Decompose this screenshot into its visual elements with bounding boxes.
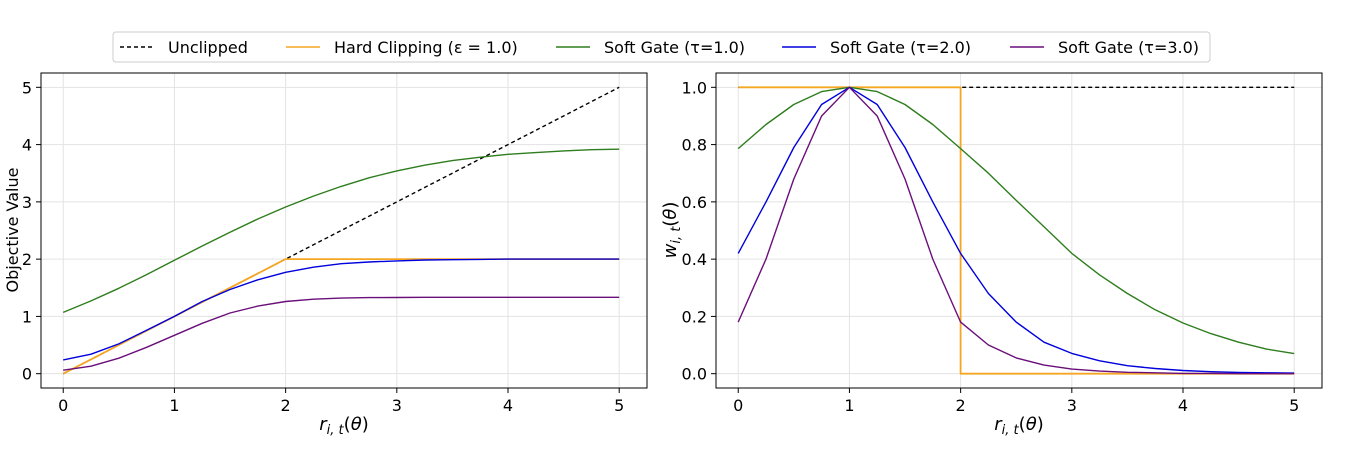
x-tick-label: 0 xyxy=(733,396,743,415)
x-tick-label: 1 xyxy=(169,396,179,415)
x-tick-label: 1 xyxy=(844,396,854,415)
x-axis-label: ri, t(θ) xyxy=(994,414,1043,438)
x-tick-label: 5 xyxy=(1289,396,1299,415)
legend-frame xyxy=(112,31,1211,63)
series-line xyxy=(737,86,1295,375)
y-tick-label: 0.8 xyxy=(682,136,707,155)
x-tick-label: 5 xyxy=(614,396,624,415)
y-tick-label: 0.0 xyxy=(682,365,707,384)
legend-label: Soft Gate (τ=3.0) xyxy=(1058,38,1199,57)
y-tick-label: 3 xyxy=(22,193,32,212)
x-tick-label: 2 xyxy=(956,396,966,415)
axes-frame xyxy=(715,72,1323,389)
y-tick-label: 0.2 xyxy=(682,307,707,326)
y-tick-label: 0.4 xyxy=(682,250,707,269)
series-line xyxy=(737,86,1295,355)
series-line xyxy=(62,86,620,375)
legend-label: Soft Gate (τ=1.0) xyxy=(604,38,745,57)
y-tick-label: 2 xyxy=(22,250,32,269)
y-axis-label: Objective Value xyxy=(3,168,22,293)
y-tick-label: 0 xyxy=(22,365,32,384)
series-line xyxy=(737,86,1295,374)
y-tick-label: 1 xyxy=(22,307,32,326)
series-line xyxy=(62,148,620,314)
x-axis-label: ri, t(θ) xyxy=(319,414,368,438)
y-axis-label: wi, t(θ) xyxy=(660,202,684,259)
y-tick-label: 0.6 xyxy=(682,193,707,212)
y-tick-label: 5 xyxy=(22,78,32,97)
series-line xyxy=(63,296,620,371)
x-tick-label: 4 xyxy=(1178,396,1188,415)
left-panel-objective-value: 0 1 2 3 4 5 0 1 2 3 4 5 ri, t(θ) Objective Value xyxy=(3,72,648,438)
axes-frame xyxy=(40,72,648,389)
legend-label: Unclipped xyxy=(168,38,248,57)
x-tick-label: 3 xyxy=(1067,396,1077,415)
series-line xyxy=(63,258,620,361)
x-tick-label: 2 xyxy=(281,396,291,415)
legend: Unclipped Hard Clipping (ε = 1.0) Soft Gat… xyxy=(112,31,1211,63)
x-tick-label: 3 xyxy=(392,396,402,415)
legend-label: Soft Gate (τ=2.0) xyxy=(830,38,971,57)
x-tick-label: 4 xyxy=(503,396,513,415)
legend-label: Hard Clipping (ε = 1.0) xyxy=(334,38,518,57)
x-tick-label: 0 xyxy=(58,396,68,415)
series-line xyxy=(738,86,1295,375)
y-tick-label: 1.0 xyxy=(682,78,707,97)
right-panel-weight: 0 1 2 3 4 5 0.0 0.2 0.4 0.6 0.8 1.0 ri, t(θ) wi, t(θ) xyxy=(660,72,1323,438)
y-tick-label: 4 xyxy=(22,136,32,155)
